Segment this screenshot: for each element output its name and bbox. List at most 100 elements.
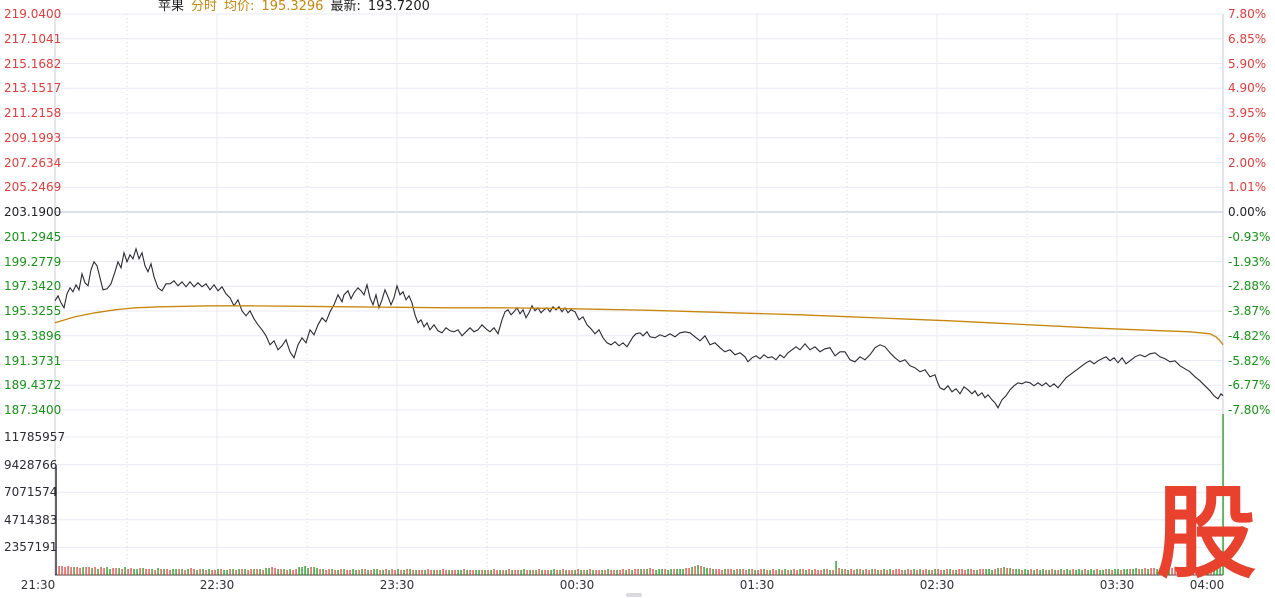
volume-bar: [190, 568, 192, 575]
volume-bar: [1186, 568, 1188, 575]
volume-bar: [907, 569, 909, 575]
volume-bar: [754, 570, 756, 575]
volume-bar: [397, 569, 399, 575]
volume-bar: [265, 568, 267, 575]
volume-bar: [1048, 570, 1050, 575]
volume-bar: [1039, 570, 1041, 575]
price-axis-label: 217.1041: [4, 31, 62, 46]
volume-bar: [787, 570, 789, 575]
volume-bar: [829, 570, 831, 575]
volume-bar: [673, 569, 675, 575]
volume-bar: [307, 568, 309, 575]
volume-bar: [904, 570, 906, 575]
volume-bar: [652, 569, 654, 575]
volume-bar: [733, 570, 735, 575]
volume-bar: [532, 570, 534, 575]
volume-bar: [940, 570, 942, 575]
scroll-hint[interactable]: [626, 593, 642, 597]
volume-bar: [871, 569, 873, 575]
volume-axis-label: 4714383: [4, 512, 58, 527]
volume-bar: [835, 561, 837, 575]
volume-bar: [868, 570, 870, 575]
volume-bar: [1153, 568, 1155, 575]
volume-bar: [694, 566, 696, 575]
volume-bar: [523, 569, 525, 575]
volume-bar: [433, 570, 435, 575]
volume-bar: [442, 569, 444, 575]
volume-bar: [244, 569, 246, 575]
volume-bar: [139, 568, 141, 575]
volume-bar: [1003, 567, 1005, 575]
volume-bar: [334, 570, 336, 575]
volume-bar: [1099, 570, 1101, 575]
volume-bar: [493, 569, 495, 575]
volume-bar: [178, 569, 180, 575]
price-axis-label: 187.3400: [4, 403, 62, 417]
volume-bar: [220, 569, 222, 575]
volume-bar: [88, 567, 90, 575]
volume-bar: [283, 569, 285, 575]
volume-bar: [337, 570, 339, 575]
volume-bar: [112, 568, 114, 575]
volume-bar: [628, 569, 630, 575]
volume-bar: [373, 569, 375, 575]
volume-bar: [682, 569, 684, 575]
volume-bar: [535, 570, 537, 575]
volume-bar: [1123, 569, 1125, 575]
volume-bar: [202, 569, 204, 575]
volume-bar: [1093, 570, 1095, 575]
volume-bar: [217, 569, 219, 575]
price-axis-label: 195.3255: [4, 304, 62, 318]
last-price-value: 193.7200: [367, 0, 430, 14]
volume-bar: [268, 568, 270, 575]
volume-bar: [1177, 567, 1179, 575]
volume-bar: [154, 570, 156, 575]
volume-bar: [1057, 570, 1059, 575]
volume-bar: [298, 567, 300, 575]
volume-bar: [658, 569, 660, 575]
volume-bar: [82, 567, 84, 575]
volume-bar: [856, 569, 858, 575]
volume-bar: [883, 569, 885, 575]
volume-bar: [784, 569, 786, 575]
volume-bar: [277, 569, 279, 575]
volume-bar: [529, 570, 531, 575]
volume-bar: [1201, 567, 1203, 575]
volume-bar: [133, 569, 135, 575]
volume-bar: [316, 568, 318, 575]
volume-bar: [1063, 570, 1065, 575]
volume-bar: [1012, 569, 1014, 575]
volume-bar: [715, 569, 717, 575]
volume-bar: [499, 570, 501, 575]
volume-bar: [1147, 569, 1149, 575]
volume-bar: [301, 567, 303, 575]
volume-bar: [625, 570, 627, 575]
volume-bar: [607, 569, 609, 575]
volume-bar: [412, 570, 414, 575]
volume-bar: [1066, 569, 1068, 575]
volume-bar: [1111, 570, 1113, 575]
volume-bar: [151, 569, 153, 575]
volume-bar: [811, 570, 813, 575]
volume-bar: [424, 570, 426, 575]
volume-bar: [1015, 569, 1017, 575]
volume-bar: [142, 568, 144, 575]
volume-bar: [1081, 570, 1083, 575]
volume-bar: [631, 570, 633, 575]
volume-bar: [670, 569, 672, 575]
percent-axis-label: 0.00%: [1228, 205, 1267, 219]
volume-bar: [808, 569, 810, 575]
volume-bar: [757, 570, 759, 575]
volume-bar: [925, 569, 927, 575]
volume-bar: [1129, 569, 1131, 575]
volume-bar: [502, 570, 504, 575]
volume-bar: [1096, 569, 1098, 575]
time-axis-label: 22:30: [199, 578, 235, 592]
volume-bar: [181, 569, 183, 575]
percent-axis-label: 2.96%: [1228, 130, 1267, 145]
volume-bar: [928, 570, 930, 575]
volume-bar: [208, 569, 210, 575]
volume-bar: [1078, 569, 1080, 575]
plot-area[interactable]: [55, 14, 1223, 575]
volume-bar: [79, 568, 81, 575]
